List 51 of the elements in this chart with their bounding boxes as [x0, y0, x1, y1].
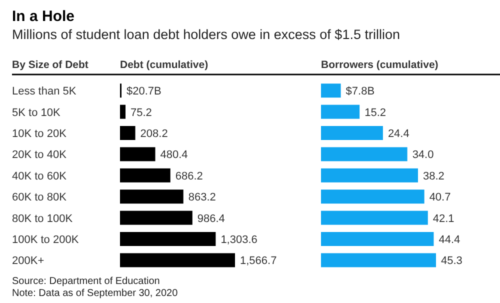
chart-subtitle: Millions of student loan debt holders owe in excess of $1.5 trillion [12, 27, 400, 42]
y-tick-label: 10K to 20K [12, 128, 68, 140]
bar [321, 253, 436, 268]
bar [120, 253, 235, 268]
data-label: 1,303.6 [220, 234, 258, 246]
y-tick-label: 40K to 60K [12, 170, 68, 182]
bar [321, 210, 428, 225]
data-label: 38.2 [422, 170, 444, 182]
data-label: $7.8B [346, 86, 375, 98]
data-label: 42.1 [432, 212, 454, 225]
x-axis-title: Borrowers (cumulative) [321, 59, 438, 71]
y-tick-label: 100K to 200K [12, 234, 80, 246]
data-label: 1,566.7 [240, 255, 277, 268]
data-label: 208.2 [140, 128, 168, 140]
x-axis-title: Debt (cumulative) [120, 59, 208, 71]
chart-title: In a Hole [12, 8, 75, 25]
bar [321, 147, 408, 162]
data-label: 686.2 [175, 170, 203, 182]
data-label: 24.4 [388, 128, 410, 140]
data-label: 40.7 [429, 192, 451, 204]
y-tick-label: 20K to 40K [12, 149, 68, 162]
bar [321, 168, 418, 182]
y-tick-label: 80K to 100K [12, 212, 74, 225]
data-label: 34.0 [412, 149, 434, 162]
bar [120, 190, 184, 204]
bar [120, 147, 156, 162]
y-tick-label: Less than 5K [12, 86, 77, 98]
y-tick-label: 60K to 80K [12, 192, 68, 204]
bar [120, 210, 192, 225]
y-axis-title: By Size of Debt [12, 59, 89, 71]
text: Note: Data as of September 30, 2020 [12, 288, 178, 299]
data-label: 45.3 [441, 255, 462, 268]
y-tick-label: 5K to 10K [12, 106, 61, 119]
bar [120, 168, 170, 182]
data-label: 75.2 [130, 106, 152, 119]
data-label: 15.2 [364, 106, 386, 119]
y-tick-label: 200K+ [12, 255, 44, 268]
bar [321, 84, 341, 98]
bar [321, 126, 383, 140]
data-label: 480.4 [160, 149, 188, 162]
data-label: $20.7B [126, 86, 162, 98]
bar [120, 104, 126, 119]
bar [120, 126, 136, 140]
bar [321, 190, 424, 204]
bar [120, 232, 216, 246]
data-label: 863.2 [188, 192, 216, 204]
bar [321, 104, 360, 119]
source-note: Source: Department of Education [12, 276, 160, 287]
bar [321, 232, 434, 246]
data-label: 986.4 [197, 212, 225, 225]
data-label: 44.4 [438, 234, 460, 246]
